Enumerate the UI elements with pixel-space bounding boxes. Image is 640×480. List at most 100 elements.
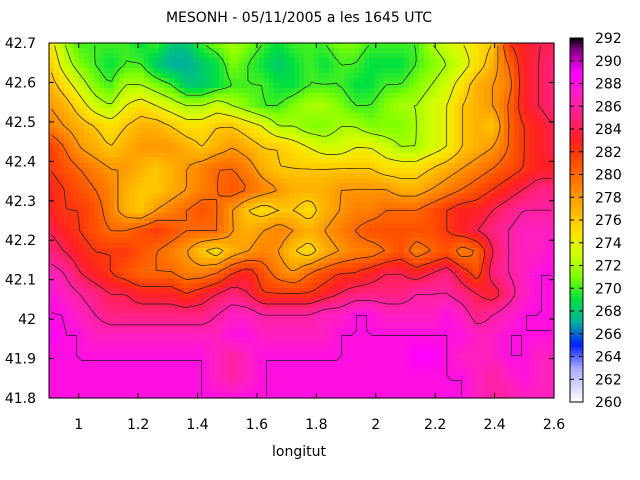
heatmap-cell [149, 153, 155, 159]
heatmap-cell [139, 288, 145, 294]
heatmap-cell [149, 83, 155, 89]
heatmap-cell [519, 223, 525, 229]
heatmap-cell [529, 113, 535, 119]
heatmap-cell [99, 123, 105, 129]
heatmap-cell [79, 198, 85, 204]
heatmap-cell [464, 178, 470, 184]
heatmap-cell [424, 233, 430, 239]
heatmap-cell [129, 128, 135, 134]
heatmap-cell [289, 283, 295, 289]
heatmap-cell [424, 223, 430, 229]
heatmap-cell [314, 233, 320, 239]
heatmap-cell [444, 88, 450, 94]
heatmap-cell [329, 183, 335, 189]
heatmap-cell [169, 168, 175, 174]
heatmap-cell [294, 188, 300, 194]
heatmap-cell [214, 73, 220, 79]
heatmap-cell [274, 48, 280, 54]
heatmap-cell [234, 158, 240, 164]
heatmap-cell [64, 158, 70, 164]
heatmap-cell [84, 58, 90, 64]
heatmap-cell [439, 48, 445, 54]
heatmap-cell [314, 208, 320, 214]
heatmap-cell [424, 248, 430, 254]
heatmap-cell [429, 148, 435, 154]
heatmap-cell [94, 198, 100, 204]
heatmap-cell [299, 238, 305, 244]
heatmap-cell [224, 218, 230, 224]
heatmap-cell [454, 238, 460, 244]
heatmap-cell [89, 218, 95, 224]
heatmap-cell [104, 103, 110, 109]
heatmap-cell [194, 153, 200, 159]
heatmap-cell [434, 43, 440, 49]
heatmap-cell [424, 213, 430, 219]
heatmap-cell [539, 178, 545, 184]
heatmap-cell [219, 73, 225, 79]
heatmap-cell [514, 218, 520, 224]
heatmap-cell [379, 238, 385, 244]
heatmap-cell [464, 128, 470, 134]
heatmap-cell [489, 53, 495, 59]
heatmap-cell [469, 43, 475, 49]
heatmap-cell [339, 73, 345, 79]
heatmap-cell [484, 48, 490, 54]
heatmap-cell [479, 48, 485, 54]
heatmap-cell [119, 273, 125, 279]
heatmap-cell [354, 148, 360, 154]
heatmap-cell [119, 188, 125, 194]
heatmap-cell [419, 193, 425, 199]
heatmap-cell [94, 53, 100, 59]
heatmap-cell [369, 163, 375, 169]
heatmap-cell [79, 213, 85, 219]
heatmap-cell [344, 98, 350, 104]
heatmap-cell [419, 118, 425, 124]
heatmap-cell [349, 173, 355, 179]
heatmap-cell [54, 148, 60, 154]
heatmap-cell [334, 98, 340, 104]
heatmap-cell [184, 73, 190, 79]
heatmap-cell [489, 168, 495, 174]
heatmap-cell [509, 253, 515, 259]
heatmap-cell [429, 68, 435, 74]
heatmap-cell [389, 53, 395, 59]
heatmap-cell [304, 88, 310, 94]
heatmap-cell [199, 163, 205, 169]
heatmap-cell [344, 108, 350, 114]
heatmap-cell [529, 183, 535, 189]
heatmap-cell [84, 278, 90, 284]
heatmap-cell [294, 148, 300, 154]
heatmap-cell [94, 188, 100, 194]
heatmap-cell [249, 273, 255, 279]
heatmap-cell [479, 63, 485, 69]
heatmap-cell [64, 268, 70, 274]
heatmap-cell [64, 133, 70, 139]
heatmap-cell [419, 208, 425, 214]
heatmap-cell [124, 118, 130, 124]
heatmap-cell [534, 178, 540, 184]
heatmap-cell [49, 63, 55, 69]
heatmap-cell [144, 163, 150, 169]
heatmap-cell [214, 163, 220, 169]
heatmap-cell [204, 268, 210, 274]
heatmap-cell [499, 43, 505, 49]
heatmap-cell [354, 68, 360, 74]
heatmap-cell [319, 188, 325, 194]
heatmap-cell [349, 103, 355, 109]
heatmap-cell [279, 253, 285, 259]
heatmap-cell [299, 108, 305, 114]
heatmap-cell [514, 108, 520, 114]
heatmap-cell [114, 223, 120, 229]
heatmap-cell [239, 268, 245, 274]
heatmap-cell [389, 263, 395, 269]
heatmap-cell [209, 93, 215, 99]
heatmap-cell [314, 263, 320, 269]
heatmap-cell [284, 153, 290, 159]
heatmap-cell [454, 228, 460, 234]
heatmap-cell [384, 218, 390, 224]
heatmap-cell [479, 133, 485, 139]
heatmap-cell [154, 58, 160, 64]
heatmap-cell [149, 53, 155, 59]
heatmap-cell [514, 168, 520, 174]
heatmap-cell [379, 233, 385, 239]
